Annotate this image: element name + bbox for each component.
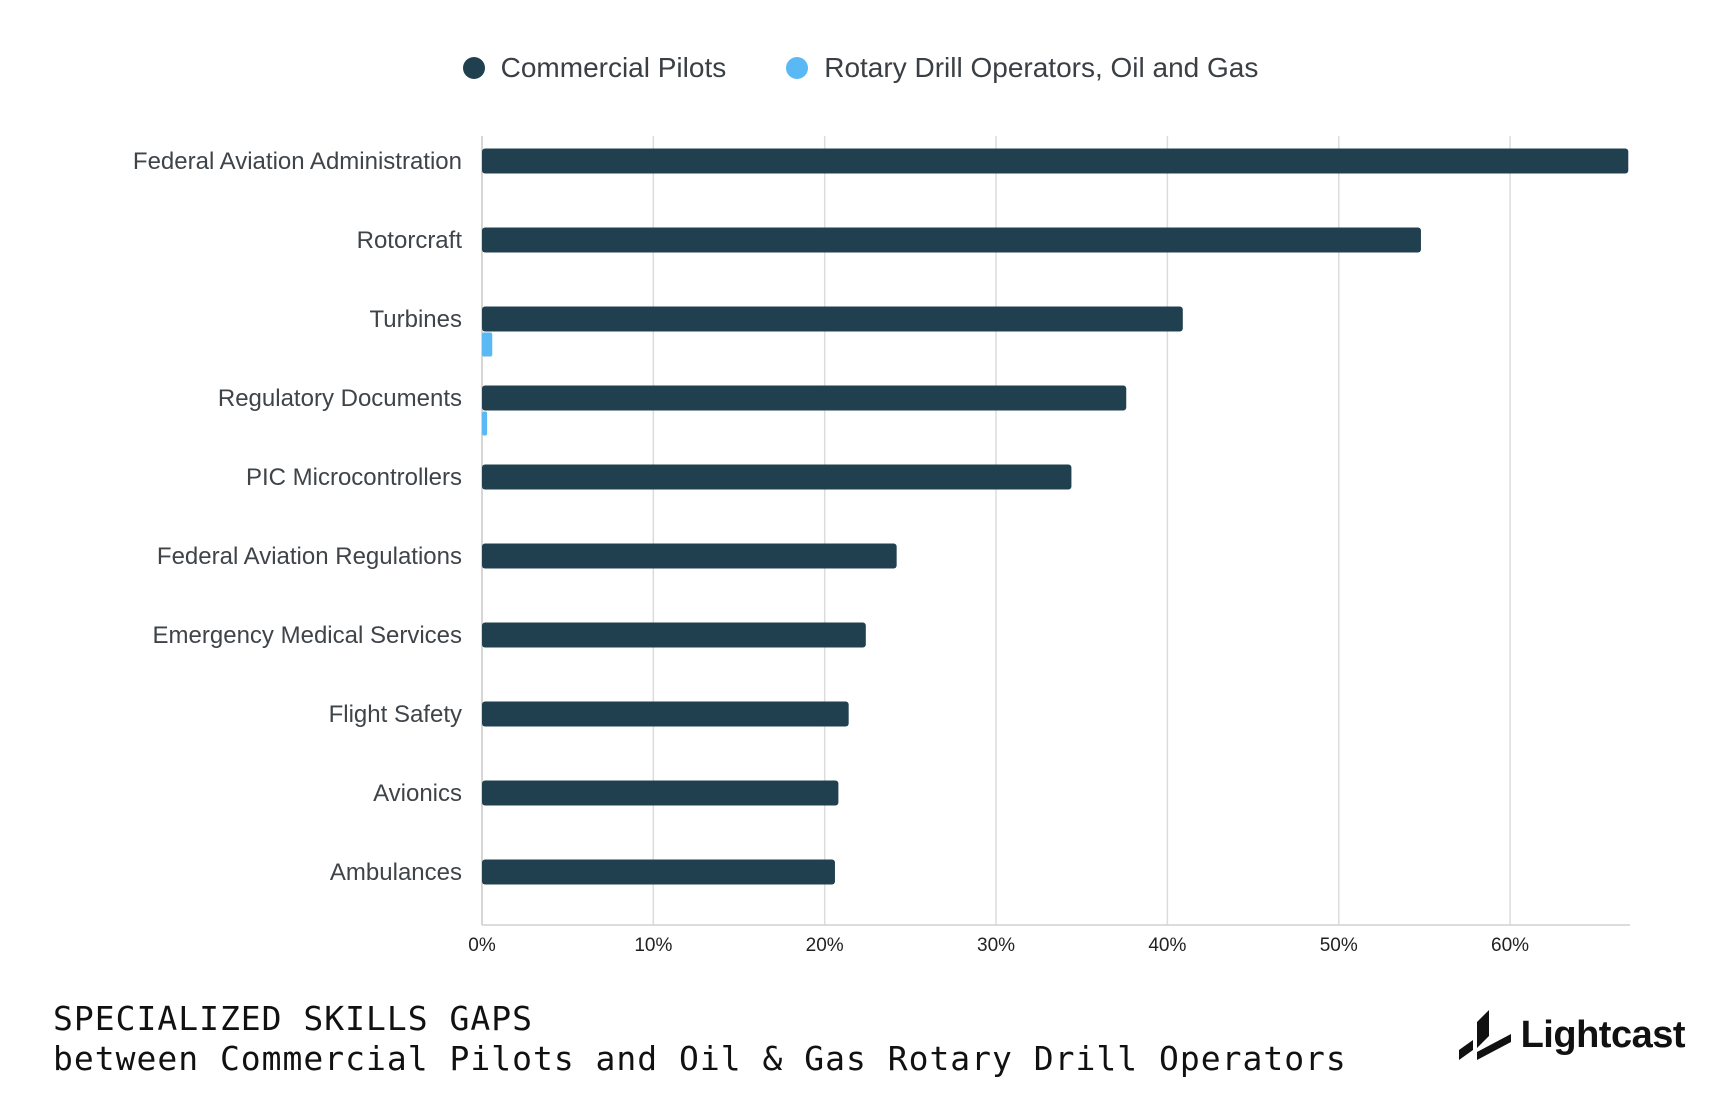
bar-commercial-pilots	[482, 306, 1183, 332]
chart-title: SPECIALIZED SKILLS GAPS	[53, 999, 533, 1038]
category-label: PIC Microcontrollers	[246, 464, 462, 491]
legend-label-rotary-drill-operators: Rotary Drill Operators, Oil and Gas	[824, 52, 1259, 83]
bar-commercial-pilots	[482, 464, 1072, 490]
category-label: Rotorcraft	[357, 227, 463, 254]
bar-commercial-pilots	[482, 780, 839, 806]
bar-rotary-drill-operators	[482, 411, 488, 436]
legend-label-commercial-pilots: Commercial Pilots	[500, 52, 727, 83]
category-label: Flight Safety	[329, 701, 462, 728]
bar-commercial-pilots	[482, 701, 849, 727]
brand-name: Lightcast	[1520, 1013, 1686, 1056]
category-label: Regulatory Documents	[218, 385, 462, 412]
chart-legend: Commercial Pilots Rotary Drill Operators…	[0, 52, 1721, 84]
x-tick-label: 50%	[1320, 935, 1358, 956]
bar-commercial-pilots	[482, 859, 835, 885]
x-tick-label: 30%	[977, 935, 1015, 956]
bar-commercial-pilots	[482, 622, 866, 648]
category-label: Federal Aviation Regulations	[157, 543, 462, 570]
brand-logo: Lightcast	[1458, 1010, 1686, 1060]
category-label: Emergency Medical Services	[153, 622, 462, 649]
legend-swatch-rotary-drill-operators	[786, 57, 809, 79]
bar-chart: Federal Aviation Administration Rotorcraf…	[133, 136, 1630, 956]
x-tick-label: 0%	[468, 935, 496, 956]
x-tick-label: 60%	[1491, 935, 1529, 956]
category-label: Ambulances	[330, 859, 462, 886]
gridlines	[481, 136, 1630, 926]
legend-item-rotary-drill-operators: Rotary Drill Operators, Oil and Gas	[786, 52, 1258, 84]
x-tick-label: 10%	[634, 935, 672, 956]
bar-commercial-pilots	[482, 385, 1127, 411]
chart-subtitle: between Commercial Pilots and Oil & Gas …	[53, 1039, 1347, 1078]
x-axis-ticks: 0% 10% 20% 30% 40% 50% 60%	[468, 935, 1529, 956]
category-label: Turbines	[370, 306, 462, 333]
bar-commercial-pilots	[482, 148, 1629, 174]
x-tick-label: 20%	[806, 935, 844, 956]
lightcast-logo-icon	[1458, 1010, 1511, 1060]
bar-commercial-pilots	[482, 227, 1421, 253]
bar-rotary-drill-operators	[482, 332, 493, 357]
category-label: Federal Aviation Administration	[133, 148, 462, 175]
bars	[482, 148, 1629, 885]
legend-item-commercial-pilots: Commercial Pilots	[462, 52, 727, 84]
category-labels: Federal Aviation Administration Rotorcraf…	[133, 148, 462, 886]
x-tick-label: 40%	[1148, 935, 1186, 956]
category-label: Avionics	[373, 780, 462, 807]
bar-commercial-pilots	[482, 543, 897, 569]
legend-swatch-commercial-pilots	[462, 57, 485, 79]
